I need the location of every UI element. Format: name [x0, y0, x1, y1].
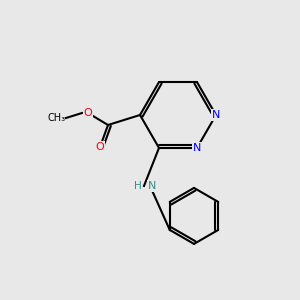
Text: H: H — [134, 181, 142, 191]
Text: O: O — [96, 142, 104, 152]
Text: CH₃: CH₃ — [48, 113, 66, 123]
Text: N: N — [212, 110, 220, 120]
Text: N: N — [148, 181, 156, 191]
Text: O: O — [84, 108, 92, 118]
Text: N: N — [193, 143, 201, 153]
